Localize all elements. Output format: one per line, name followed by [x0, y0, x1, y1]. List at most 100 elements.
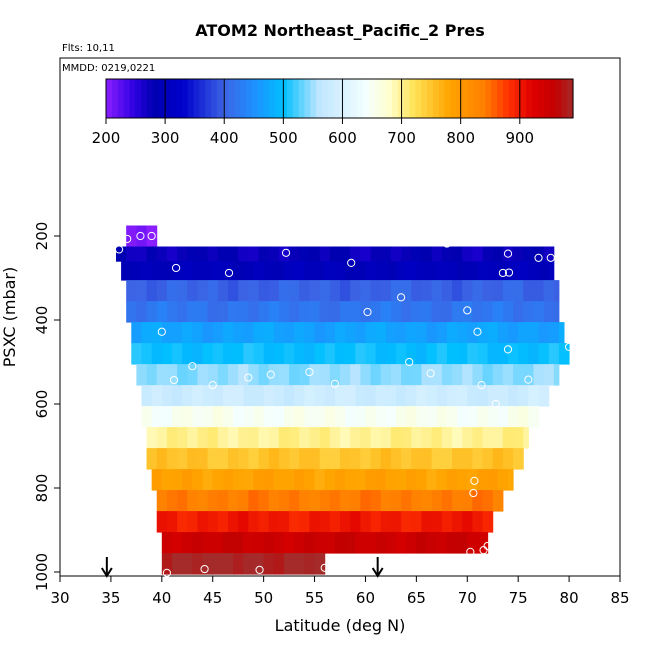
heatmap-cell: [350, 246, 361, 262]
heatmap-cell: [334, 469, 346, 491]
heatmap-cell: [212, 343, 224, 365]
heatmap-cell: [268, 490, 280, 512]
heatmap-cell: [401, 246, 412, 262]
heatmap-cell: [248, 448, 260, 470]
heatmap-cell: [518, 385, 529, 407]
heatmap-cell: [243, 469, 254, 491]
heatmap-cell: [263, 322, 275, 344]
heatmap-cell: [482, 280, 494, 302]
heatmap-cell: [233, 532, 244, 554]
heatmap-cell: [233, 343, 244, 365]
heatmap-cell: [401, 511, 412, 533]
data-point: [491, 399, 500, 409]
heatmap-cell: [197, 511, 209, 533]
colorbar-segment: [374, 79, 381, 118]
colorbar-segment: [368, 79, 376, 118]
heatmap-cell: [482, 301, 494, 323]
heatmap-cell: [324, 469, 336, 491]
colorbar-segment: [514, 79, 522, 118]
heatmap-cell: [146, 280, 158, 302]
heatmap-cell: [452, 448, 463, 470]
heatmap-cell: [441, 427, 453, 449]
arrow-head: [371, 567, 384, 578]
heatmap-cell: [253, 406, 265, 428]
heatmap-cell: [151, 322, 163, 344]
heatmap-cell: [233, 385, 244, 407]
colorbar-segment: [181, 79, 189, 118]
heatmap-cell: [452, 490, 463, 512]
colorbar-segment: [561, 79, 568, 118]
heatmap-cell: [248, 427, 260, 449]
heatmap-cell: [431, 246, 443, 262]
data-point: [524, 375, 533, 384]
heatmap-cell: [273, 406, 285, 428]
heatmap-cell: [467, 406, 478, 428]
heatmap-cell: [411, 511, 422, 533]
heatmap-cell: [365, 385, 377, 407]
heatmap-cell: [492, 427, 504, 449]
x-tick-label: 35: [101, 589, 120, 607]
heatmap-cell: [324, 322, 336, 344]
heatmap-cell: [141, 322, 153, 344]
heatmap-cell: [396, 343, 407, 365]
heatmap-cell: [212, 261, 224, 281]
heatmap-cell: [375, 385, 387, 407]
heatmap-cell: [355, 532, 366, 554]
heatmap-cell: [172, 406, 183, 428]
heatmap-cell: [446, 406, 458, 428]
x-tick-label: 60: [356, 589, 375, 607]
heatmap-cell: [360, 280, 372, 302]
heatmap-cell: [146, 448, 158, 470]
data-point: [396, 293, 406, 302]
heatmap-cell: [365, 261, 377, 281]
heatmap-cell: [197, 427, 209, 449]
data-point: [479, 546, 488, 555]
heatmap-cell: [340, 364, 351, 386]
heatmap-cell: [340, 511, 351, 533]
heatmap-cell: [126, 280, 137, 302]
heatmap-cell: [497, 406, 509, 428]
heatmap-cell: [263, 406, 275, 428]
arrow-head: [100, 567, 113, 578]
heatmap-cell: [518, 261, 529, 281]
heatmap-cell: [370, 490, 382, 512]
heatmap-cell: [263, 343, 275, 365]
heatmap-cell: [355, 261, 366, 281]
observation-points: [114, 231, 574, 577]
heatmap-cell: [411, 427, 422, 449]
heatmap-cell: [278, 448, 290, 470]
heatmap-cell: [146, 301, 158, 323]
heatmap-cell: [309, 246, 321, 262]
heatmap-cell: [502, 280, 514, 302]
heatmap-cell: [355, 406, 366, 428]
heatmap-cell: [248, 301, 260, 323]
data-point: [136, 231, 145, 241]
data-point: [208, 381, 217, 390]
heatmap-cell: [222, 343, 234, 365]
heatmap-cell: [248, 280, 260, 302]
colorbar-tick-label: 700: [387, 129, 416, 147]
heatmap-cell: [146, 427, 158, 449]
heatmap-cell: [304, 469, 316, 491]
heatmap-cell: [329, 511, 341, 533]
heatmap-cell: [207, 427, 219, 449]
heatmap-cell: [294, 261, 305, 281]
heatmap-cell: [182, 532, 193, 554]
heatmap-cell: [166, 427, 178, 449]
heatmap-cell: [360, 427, 372, 449]
heatmap-cell: [314, 343, 326, 365]
heatmap-cell: [411, 364, 422, 386]
heatmap-cell: [289, 301, 300, 323]
data-point: [330, 379, 340, 388]
colorbar-segment: [152, 79, 160, 118]
heatmap-cell: [187, 246, 198, 262]
heatmap-cell: [513, 427, 524, 449]
heatmap-cell: [192, 385, 204, 407]
heatmap-cell: [329, 490, 341, 512]
heatmap-cell: [543, 246, 555, 262]
heatmap-cell: [217, 427, 229, 449]
heatmap-cell: [238, 511, 249, 533]
heatmap-cell: [263, 261, 275, 281]
data-point: [534, 253, 543, 262]
heatmap-cell: [492, 490, 504, 512]
